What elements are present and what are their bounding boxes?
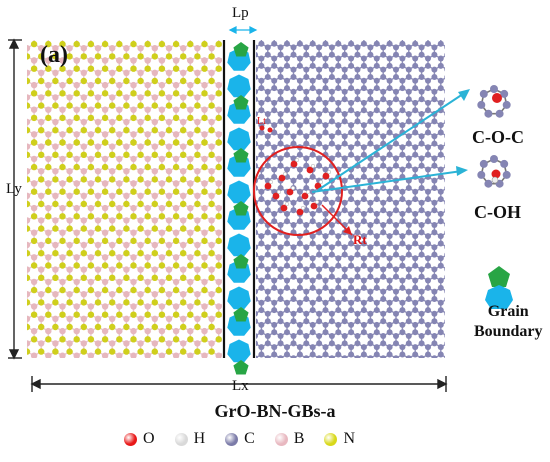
boron-dot-icon [274,432,288,446]
coc-label: C-O-C [472,127,524,147]
oxidation-region-circle [253,146,343,236]
legend-label: B [293,430,305,447]
legend-item-h: H [174,430,206,448]
legend-item-b: B [274,430,305,448]
lx-label: Lx [232,378,249,394]
coc-arrow [317,89,470,191]
figure-title: GrO-BN-GBs-a [214,401,336,421]
grain-boundary-strip [222,40,256,375]
rt-arrowhead [343,226,352,235]
oxygen-groups [259,125,332,216]
lt-label: Lt [257,116,266,127]
coh-arrow [311,166,468,193]
nitrogen-dot-icon [324,432,338,446]
legend-label: O [143,430,155,447]
grain-boundary-label-line1: Grain [487,303,529,320]
legend-item-n: N [324,430,355,448]
ly-dimension-arrow [8,38,22,360]
grain-boundary-label: Grain Boundary [474,302,542,342]
atom-legend: O H C B N [124,430,369,448]
grain-boundary-label-line2: Boundary [474,323,543,340]
rt-label: Rt [353,232,367,247]
legend-item-c: C [225,430,255,448]
legend-item-o: O [124,430,155,448]
legend-label: H [193,430,206,447]
lp-label: Lp [232,5,249,21]
c-o-c-motif [477,85,511,118]
oxygen-dot-icon [124,432,137,446]
lx-dimension-arrow [30,376,448,392]
carbon-dot-icon [225,432,239,446]
legend-label: N [343,430,356,447]
graphene-oxide-sheet [255,40,445,358]
lp-dimension-arrow [228,26,258,34]
c-oh-motif [477,155,511,188]
panel-label: (a) [40,42,68,68]
grain-boundary-icon [485,266,513,309]
hydrogen-dot-icon [174,432,188,446]
legend-label: C [244,430,255,447]
coh-label: C-OH [474,202,521,222]
ly-label: Ly [6,181,22,197]
bn-sheet [27,40,227,358]
